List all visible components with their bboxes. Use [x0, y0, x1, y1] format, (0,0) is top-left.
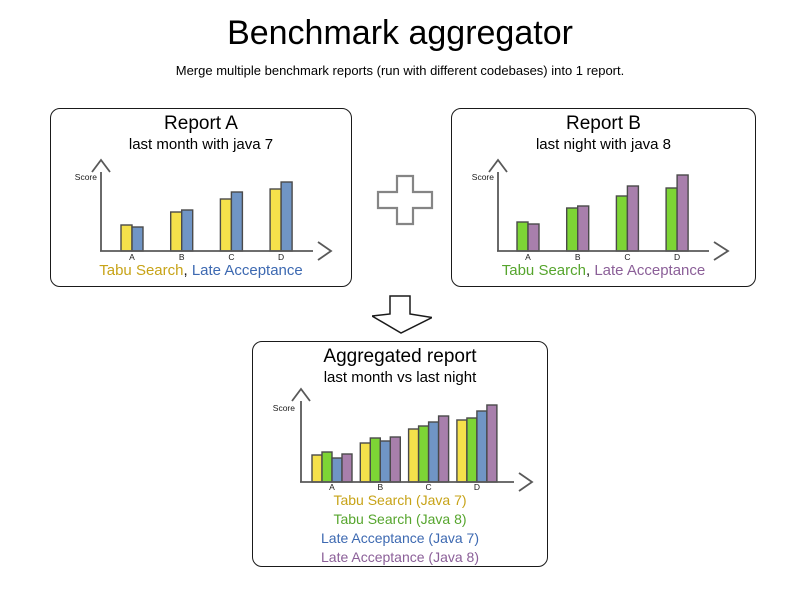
bar-B-series-2 [379, 440, 392, 483]
category-label: B [179, 252, 185, 262]
bar-A-series-2 [331, 457, 343, 483]
y-axis-arrow-icon [91, 158, 111, 173]
bar-C-series-0 [219, 198, 233, 252]
legend-entry: Tabu Search (Java 8) [333, 511, 467, 527]
legend-entry: Tabu Search (Java 7) [333, 492, 467, 508]
bar-B-series-1 [369, 437, 382, 483]
bar-D-series-1 [676, 174, 689, 252]
bar-C-series-1 [230, 191, 244, 252]
bar-C-series-1 [626, 185, 640, 252]
x-axis-arrow-icon [713, 241, 730, 261]
bar-A-series-1 [527, 223, 540, 252]
category-label: D [674, 252, 680, 262]
report-b-legend: Tabu Search, Late Acceptance [452, 261, 755, 281]
bar-C-series-0 [615, 195, 629, 252]
category-label: A [129, 252, 135, 262]
report-b-panel: Report B last night with java 8 Score A B C… [451, 108, 756, 287]
category-label: D [278, 252, 284, 262]
bar-A-series-0 [311, 454, 323, 483]
aggregated-report-panel: Aggregated report last month vs last nig… [252, 341, 548, 567]
y-axis-label: Score [273, 403, 295, 413]
legend-entry: Late Acceptance (Java 7) [321, 530, 479, 546]
report-a-bar-chart: Score A B C D [75, 158, 333, 262]
category-label: C [228, 252, 234, 262]
legend-separator: , [585, 262, 595, 279]
bar-A-series-0 [516, 221, 529, 252]
report-a-legend: Tabu Search, Late Acceptance [51, 261, 351, 281]
bar-A-series-1 [321, 451, 333, 483]
aggregated-bar-chart: Score A B C D [273, 387, 534, 492]
category-label: A [329, 482, 335, 492]
category-label: B [377, 482, 383, 492]
bar-B-series-3 [389, 436, 402, 483]
bar-D-series-0 [456, 419, 468, 483]
category-label: B [575, 252, 581, 262]
category-label: C [624, 252, 630, 262]
bar-A-series-3 [341, 453, 353, 483]
y-axis-arrow-icon [488, 158, 508, 173]
bar-C-series-2 [427, 421, 440, 483]
bar-B-series-0 [565, 207, 579, 252]
bar-C-series-0 [407, 428, 420, 483]
report-b-title: Report B [566, 113, 641, 134]
bar-D-series-0 [269, 188, 282, 252]
legend-entry: Late Acceptance [594, 262, 706, 279]
aggregated-report-subtitle: last month vs last night [323, 369, 477, 386]
down-arrow-shape [372, 295, 432, 334]
plus-shape [376, 174, 434, 226]
report-b-subtitle: last night with java 8 [535, 136, 672, 153]
down-arrow-icon [372, 295, 432, 334]
plus-icon [376, 174, 434, 226]
report-a-subtitle: last month with java 7 [128, 136, 274, 153]
bar-D-series-3 [486, 404, 498, 483]
bar-D-series-1 [466, 417, 478, 483]
bar-A-series-0 [120, 224, 133, 252]
bar-C-series-1 [417, 425, 430, 483]
y-axis-label: Score [75, 172, 97, 182]
legend-entry: Tabu Search [99, 262, 184, 279]
bar-B-series-0 [359, 442, 372, 483]
category-label: A [525, 252, 531, 262]
bar-D-series-2 [476, 410, 488, 483]
category-label: D [474, 482, 480, 492]
report-a-title: Report A [164, 113, 238, 134]
legend-separator: , [183, 262, 192, 279]
report-b-bar-chart: Score A B C D [472, 158, 730, 262]
bar-D-series-0 [665, 187, 678, 252]
x-axis-arrow-icon [317, 241, 333, 261]
bar-B-series-0 [169, 211, 183, 252]
legend-entry: Late Acceptance [191, 262, 303, 279]
y-axis-label: Score [472, 172, 494, 182]
page-subtitle: Merge multiple benchmark reports (run wi… [175, 63, 625, 78]
legend-entry: Late Acceptance (Java 8) [321, 549, 479, 565]
report-a-panel: Report A last month with java 7 Score A B C… [50, 108, 352, 287]
bar-D-series-1 [280, 181, 293, 252]
aggregated-legend: Tabu Search (Java 7) Tabu Search (Java 8)… [253, 491, 547, 567]
legend-entry: Tabu Search [501, 262, 586, 279]
bar-C-series-3 [437, 415, 450, 483]
bar-B-series-1 [180, 209, 194, 252]
x-axis-arrow-icon [518, 472, 534, 492]
category-label: C [426, 482, 432, 492]
aggregated-report-title: Aggregated report [323, 346, 477, 367]
y-axis-arrow-icon [291, 387, 311, 402]
bar-B-series-1 [576, 205, 590, 252]
bar-A-series-1 [131, 226, 144, 252]
page-title: Benchmark aggregator [227, 14, 573, 52]
